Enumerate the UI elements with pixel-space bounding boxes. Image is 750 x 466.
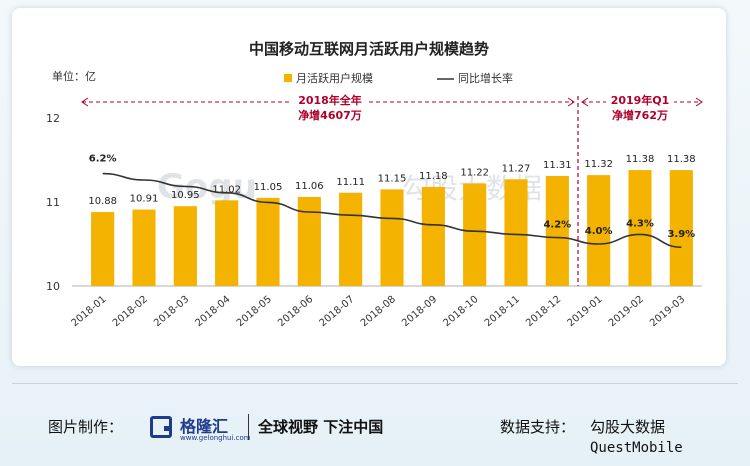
y-tick-label: 10 bbox=[46, 280, 60, 293]
logo-name: 格隆汇 bbox=[180, 417, 229, 436]
bar-value-label: 11.27 bbox=[502, 163, 531, 174]
bar bbox=[91, 212, 115, 286]
annotation-bg bbox=[606, 92, 674, 122]
x-tick-label: 2018-01 bbox=[70, 294, 109, 329]
rate-label: 3.9% bbox=[667, 229, 695, 240]
x-tick-label: 2018-06 bbox=[276, 294, 315, 329]
x-tick-label: 2018-02 bbox=[111, 294, 150, 329]
bar bbox=[504, 179, 528, 286]
x-tick-label: 2018-09 bbox=[400, 294, 439, 329]
legend: 月活跃用户规模 同比增长率 bbox=[284, 71, 513, 85]
chart-title: 中国移动互联网月活跃用户规模趋势 bbox=[249, 40, 489, 58]
rate-label: 4.3% bbox=[626, 218, 654, 229]
source-name: 勾股大数据 bbox=[590, 418, 666, 436]
bar bbox=[215, 200, 239, 286]
bar bbox=[173, 206, 197, 286]
bar-value-label: 10.95 bbox=[171, 190, 200, 201]
bar-value-label: 11.18 bbox=[419, 171, 448, 182]
bar-value-label: 11.05 bbox=[254, 182, 283, 193]
legend-swatch-bar bbox=[284, 74, 292, 82]
bar bbox=[380, 189, 404, 286]
growth-rate-line bbox=[102, 172, 682, 248]
bar bbox=[587, 175, 611, 286]
annotation-bg bbox=[292, 92, 368, 122]
arrow-right-icon bbox=[695, 97, 703, 107]
unit-label: 单位：亿 bbox=[52, 69, 96, 83]
bar bbox=[132, 209, 156, 286]
chart: 中国移动互联网月活跃用户规模趋势 单位：亿 月活跃用户规模 同比增长率 Gogu … bbox=[46, 40, 703, 329]
footer: 图片制作： 格隆汇 www.gelonghui.com 全球视野 下注中国 数据… bbox=[0, 400, 750, 466]
logo-url: www.gelonghui.com bbox=[180, 434, 251, 442]
source-sub: QuestMobile bbox=[590, 440, 683, 456]
bar bbox=[421, 186, 445, 286]
bar bbox=[545, 175, 569, 286]
legend-label-line: 同比增长率 bbox=[458, 71, 513, 85]
x-tick-label: 2019-01 bbox=[566, 294, 605, 329]
bar-value-label: 11.38 bbox=[667, 154, 696, 165]
x-tick-label: 2019-02 bbox=[607, 294, 646, 329]
credit-label: 图片制作： bbox=[48, 418, 124, 436]
watermark-brand: Gogu bbox=[157, 167, 257, 207]
bar bbox=[463, 183, 487, 286]
bar-value-label: 11.31 bbox=[543, 160, 572, 171]
x-tick-label: 2019-03 bbox=[648, 294, 687, 329]
rate-label: 4.2% bbox=[543, 220, 571, 231]
bar bbox=[297, 196, 321, 286]
annotation-2018-line1: 2018年全年 bbox=[298, 93, 362, 107]
x-tick-label: 2018-08 bbox=[359, 294, 398, 329]
annotation-2019-line1: 2019年Q1 bbox=[611, 93, 670, 107]
x-tick-label: 2018-12 bbox=[524, 294, 563, 329]
bar bbox=[339, 192, 363, 286]
bars-layer: 10.88 10.91 10.95 11.02 11.05 11.06 11.11 11.15… bbox=[88, 154, 696, 286]
bar-value-label: 11.11 bbox=[336, 177, 365, 188]
gelonghui-logo-icon bbox=[150, 416, 172, 438]
x-tick-label: 2018-10 bbox=[442, 294, 481, 329]
y-tick-label: 11 bbox=[46, 196, 60, 209]
slogan: 全球视野 下注中国 bbox=[258, 418, 384, 436]
arrow-left-icon bbox=[81, 97, 89, 107]
x-tick-label: 2018-03 bbox=[152, 294, 191, 329]
bar bbox=[669, 170, 693, 286]
footer-divider bbox=[12, 383, 738, 384]
x-tick-label: 2018-11 bbox=[483, 294, 522, 329]
bar-value-label: 11.15 bbox=[378, 173, 407, 184]
source-label: 数据支持： bbox=[500, 418, 576, 436]
y-tick-label: 12 bbox=[46, 112, 60, 125]
bar bbox=[628, 170, 652, 286]
bar-value-label: 11.38 bbox=[626, 154, 655, 165]
chart-card: 中国移动互联网月活跃用户规模趋势 单位：亿 月活跃用户规模 同比增长率 Gogu … bbox=[12, 8, 726, 366]
bar-value-label: 10.91 bbox=[130, 194, 159, 205]
x-tick-label: 2018-04 bbox=[194, 294, 233, 329]
x-tick-label: 2018-05 bbox=[235, 294, 274, 329]
rate-label: 6.2% bbox=[89, 154, 117, 165]
bar-value-label: 11.32 bbox=[584, 159, 613, 170]
logo-separator bbox=[248, 414, 249, 440]
x-tick-label: 2018-07 bbox=[318, 294, 357, 329]
bar bbox=[256, 197, 280, 286]
annotation-2018-line2: 净增4607万 bbox=[298, 108, 362, 122]
arrow-right-icon bbox=[567, 97, 575, 107]
line-layer: 6.2% 4.2% 4.0% 4.3% 3.9% bbox=[89, 154, 695, 248]
bar-value-label: 11.02 bbox=[212, 184, 241, 195]
arrow-left-icon bbox=[581, 97, 589, 107]
bar-value-label: 11.22 bbox=[460, 168, 489, 179]
bar-value-label: 11.06 bbox=[295, 181, 324, 192]
legend-label-bar: 月活跃用户规模 bbox=[296, 71, 373, 85]
rate-label: 4.0% bbox=[585, 226, 613, 237]
bar-value-label: 10.88 bbox=[88, 196, 117, 207]
annotation-2019-line2: 净增762万 bbox=[612, 108, 668, 122]
